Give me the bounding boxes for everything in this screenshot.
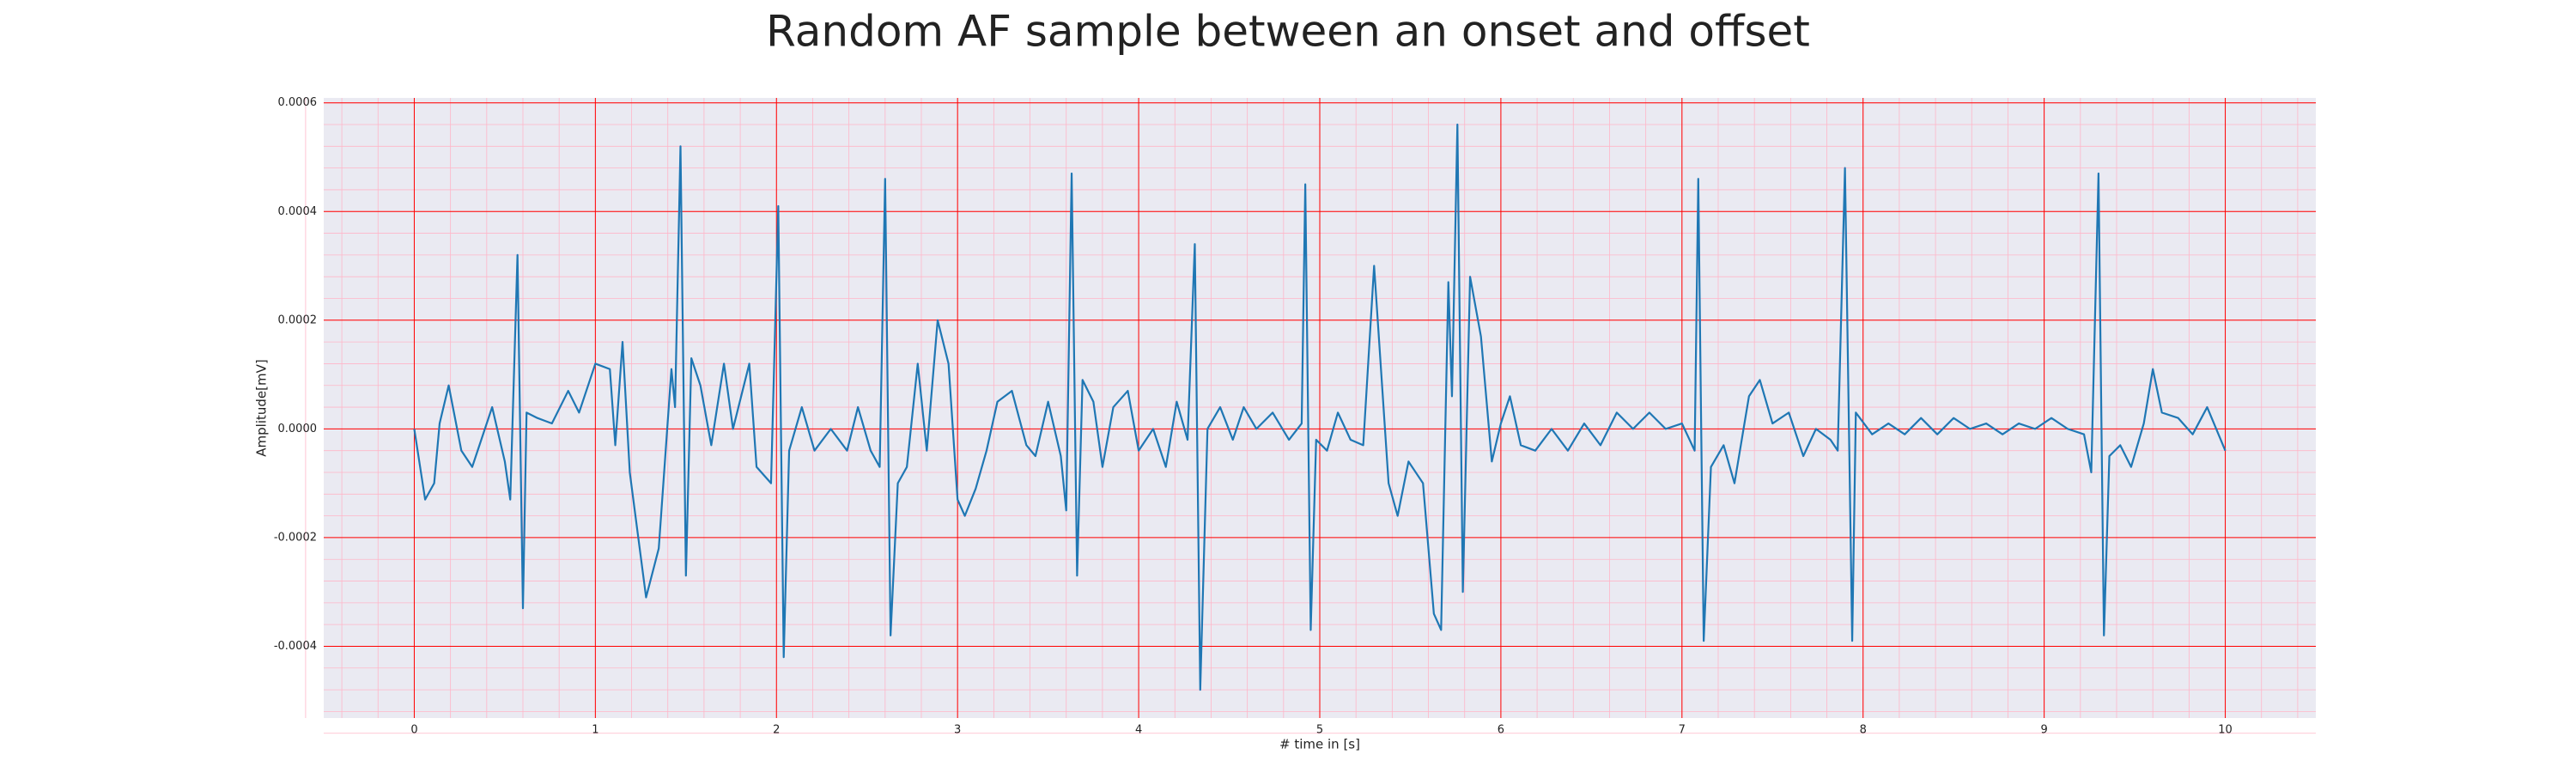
x-tick-label: 3 xyxy=(954,724,961,737)
x-axis-label: # time in [s] xyxy=(1279,737,1360,752)
y-tick-label: 0.0004 xyxy=(278,205,318,218)
x-tick-label: 8 xyxy=(1860,724,1867,737)
y-tick-label: -0.0004 xyxy=(274,640,317,653)
x-tick-label: 10 xyxy=(2218,724,2233,737)
x-tick-label: 4 xyxy=(1135,724,1142,737)
x-tick-label: 7 xyxy=(1679,724,1686,737)
x-tick-label: 0 xyxy=(410,724,417,737)
y-tick-label: 0.0000 xyxy=(278,423,318,435)
chart-title: Random AF sample between an onset and of… xyxy=(766,7,1810,57)
x-tick-label: 5 xyxy=(1316,724,1323,737)
x-tick-label: 1 xyxy=(592,724,598,737)
y-tick-label: 0.0006 xyxy=(278,96,318,109)
x-tick-label: 6 xyxy=(1498,724,1504,737)
y-tick-label: -0.0002 xyxy=(274,531,317,544)
signal-line xyxy=(413,123,2227,691)
y-tick-label: 0.0002 xyxy=(278,313,318,326)
x-tick-label: 9 xyxy=(2040,724,2047,737)
x-tick-label: 2 xyxy=(773,724,780,737)
y-axis-label: Amplitude[mV] xyxy=(254,359,270,456)
